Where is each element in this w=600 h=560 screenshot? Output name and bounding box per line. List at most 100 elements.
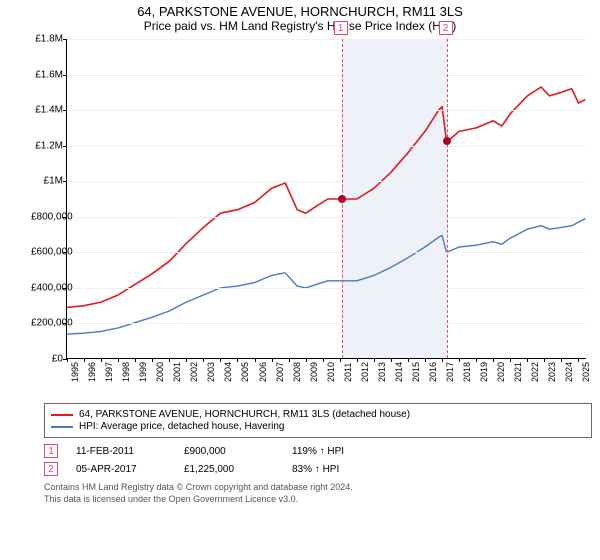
transaction-price-2: £1,225,000 — [184, 464, 274, 475]
transaction-marker-label: 1 — [334, 21, 348, 35]
gridline — [67, 75, 586, 76]
x-tick-label: 2002 — [189, 362, 199, 382]
x-tick-label: 2016 — [428, 362, 438, 382]
x-tickmark — [459, 358, 460, 362]
gridline — [67, 146, 586, 147]
y-tick-label: £800,000 — [31, 211, 63, 222]
series-blue-line — [67, 219, 585, 335]
x-tick-label: 2025 — [581, 362, 591, 382]
gridline — [67, 323, 586, 324]
y-tickmark — [63, 110, 67, 111]
x-tickmark — [152, 358, 153, 362]
gridline — [67, 181, 586, 182]
x-tickmark — [84, 358, 85, 362]
x-tickmark — [220, 358, 221, 362]
x-tickmark — [510, 358, 511, 362]
gridline — [67, 217, 586, 218]
y-tick-label: £200,000 — [31, 318, 63, 329]
gridline — [67, 252, 586, 253]
y-tick-label: £1.2M — [31, 140, 63, 151]
y-tick-label: £600,000 — [31, 247, 63, 258]
x-tick-label: 2014 — [394, 362, 404, 382]
y-tick-label: £1M — [31, 176, 63, 187]
x-tick-label: 2004 — [223, 362, 233, 382]
gridline — [67, 110, 586, 111]
x-tickmark — [561, 358, 562, 362]
legend-swatch-blue — [51, 426, 73, 428]
x-tick-label: 2017 — [445, 362, 455, 382]
x-tick-label: 2013 — [377, 362, 387, 382]
x-tick-label: 1999 — [138, 362, 148, 382]
transaction-marker-2: 2 — [44, 462, 58, 476]
x-tickmark — [340, 358, 341, 362]
x-tickmark — [135, 358, 136, 362]
x-tickmark — [306, 358, 307, 362]
y-tickmark — [63, 39, 67, 40]
x-tick-label: 2021 — [513, 362, 523, 382]
x-tickmark — [186, 358, 187, 362]
chart-subtitle: Price paid vs. HM Land Registry's House … — [0, 19, 600, 39]
gridline — [67, 39, 586, 40]
x-tickmark — [374, 358, 375, 362]
transaction-line — [447, 39, 448, 358]
x-tick-label: 2019 — [479, 362, 489, 382]
x-tick-label: 2000 — [155, 362, 165, 382]
y-tick-label: £0 — [31, 354, 63, 365]
transaction-row-1: 1 11-FEB-2011 £900,000 119% ↑ HPI — [44, 442, 592, 460]
transaction-hpi-2: 83% ↑ HPI — [292, 464, 339, 475]
x-tickmark — [67, 358, 68, 362]
x-tick-label: 2001 — [172, 362, 182, 382]
x-tick-label: 2022 — [530, 362, 540, 382]
x-tickmark — [391, 358, 392, 362]
y-tickmark — [63, 181, 67, 182]
footer-line-1: Contains HM Land Registry data © Crown c… — [44, 482, 592, 494]
x-tickmark — [323, 358, 324, 362]
x-tickmark — [237, 358, 238, 362]
transaction-date-2: 05-APR-2017 — [76, 464, 166, 475]
y-tick-label: £1.8M — [31, 34, 63, 45]
x-tickmark — [255, 358, 256, 362]
legend-item-blue: HPI: Average price, detached house, Have… — [51, 421, 585, 432]
x-tick-label: 1995 — [70, 362, 80, 382]
footer-line-2: This data is licensed under the Open Gov… — [44, 494, 592, 506]
x-tick-label: 2008 — [292, 362, 302, 382]
transaction-date-1: 11-FEB-2011 — [76, 446, 166, 457]
x-tickmark — [203, 358, 204, 362]
legend-swatch-red — [51, 414, 73, 416]
x-tickmark — [442, 358, 443, 362]
legend: 64, PARKSTONE AVENUE, HORNCHURCH, RM11 3… — [44, 403, 592, 438]
x-tick-label: 2012 — [360, 362, 370, 382]
x-tick-label: 2009 — [309, 362, 319, 382]
x-tick-label: 2005 — [240, 362, 250, 382]
footer: Contains HM Land Registry data © Crown c… — [44, 482, 592, 505]
transaction-marker-label: 2 — [439, 21, 453, 35]
x-tickmark — [493, 358, 494, 362]
x-tick-label: 2006 — [258, 362, 268, 382]
x-tickmark — [118, 358, 119, 362]
transaction-price-1: £900,000 — [184, 446, 274, 457]
x-tick-label: 2020 — [496, 362, 506, 382]
transaction-dot — [338, 195, 346, 203]
x-tickmark — [578, 358, 579, 362]
legend-item-red: 64, PARKSTONE AVENUE, HORNCHURCH, RM11 3… — [51, 409, 585, 420]
x-tick-label: 1996 — [87, 362, 97, 382]
y-tick-label: £1.6M — [31, 69, 63, 80]
chart-container: £0£200,000£400,000£600,000£800,000£1M£1.… — [36, 39, 596, 399]
x-tick-label: 2007 — [275, 362, 285, 382]
x-tick-label: 2011 — [343, 363, 353, 382]
x-tick-label: 2023 — [547, 362, 557, 382]
x-tickmark — [101, 358, 102, 362]
transaction-row-2: 2 05-APR-2017 £1,225,000 83% ↑ HPI — [44, 460, 592, 478]
x-tickmark — [169, 358, 170, 362]
x-tick-label: 1997 — [104, 362, 114, 382]
x-tickmark — [272, 358, 273, 362]
x-tick-label: 2018 — [462, 362, 472, 382]
y-tickmark — [63, 146, 67, 147]
x-tick-label: 2015 — [411, 362, 421, 382]
legend-label-blue: HPI: Average price, detached house, Have… — [79, 421, 285, 432]
x-tickmark — [289, 358, 290, 362]
x-tickmark — [476, 358, 477, 362]
x-tick-label: 2003 — [206, 362, 216, 382]
plot-area: £0£200,000£400,000£600,000£800,000£1M£1.… — [66, 39, 586, 359]
chart-lines — [67, 39, 587, 359]
